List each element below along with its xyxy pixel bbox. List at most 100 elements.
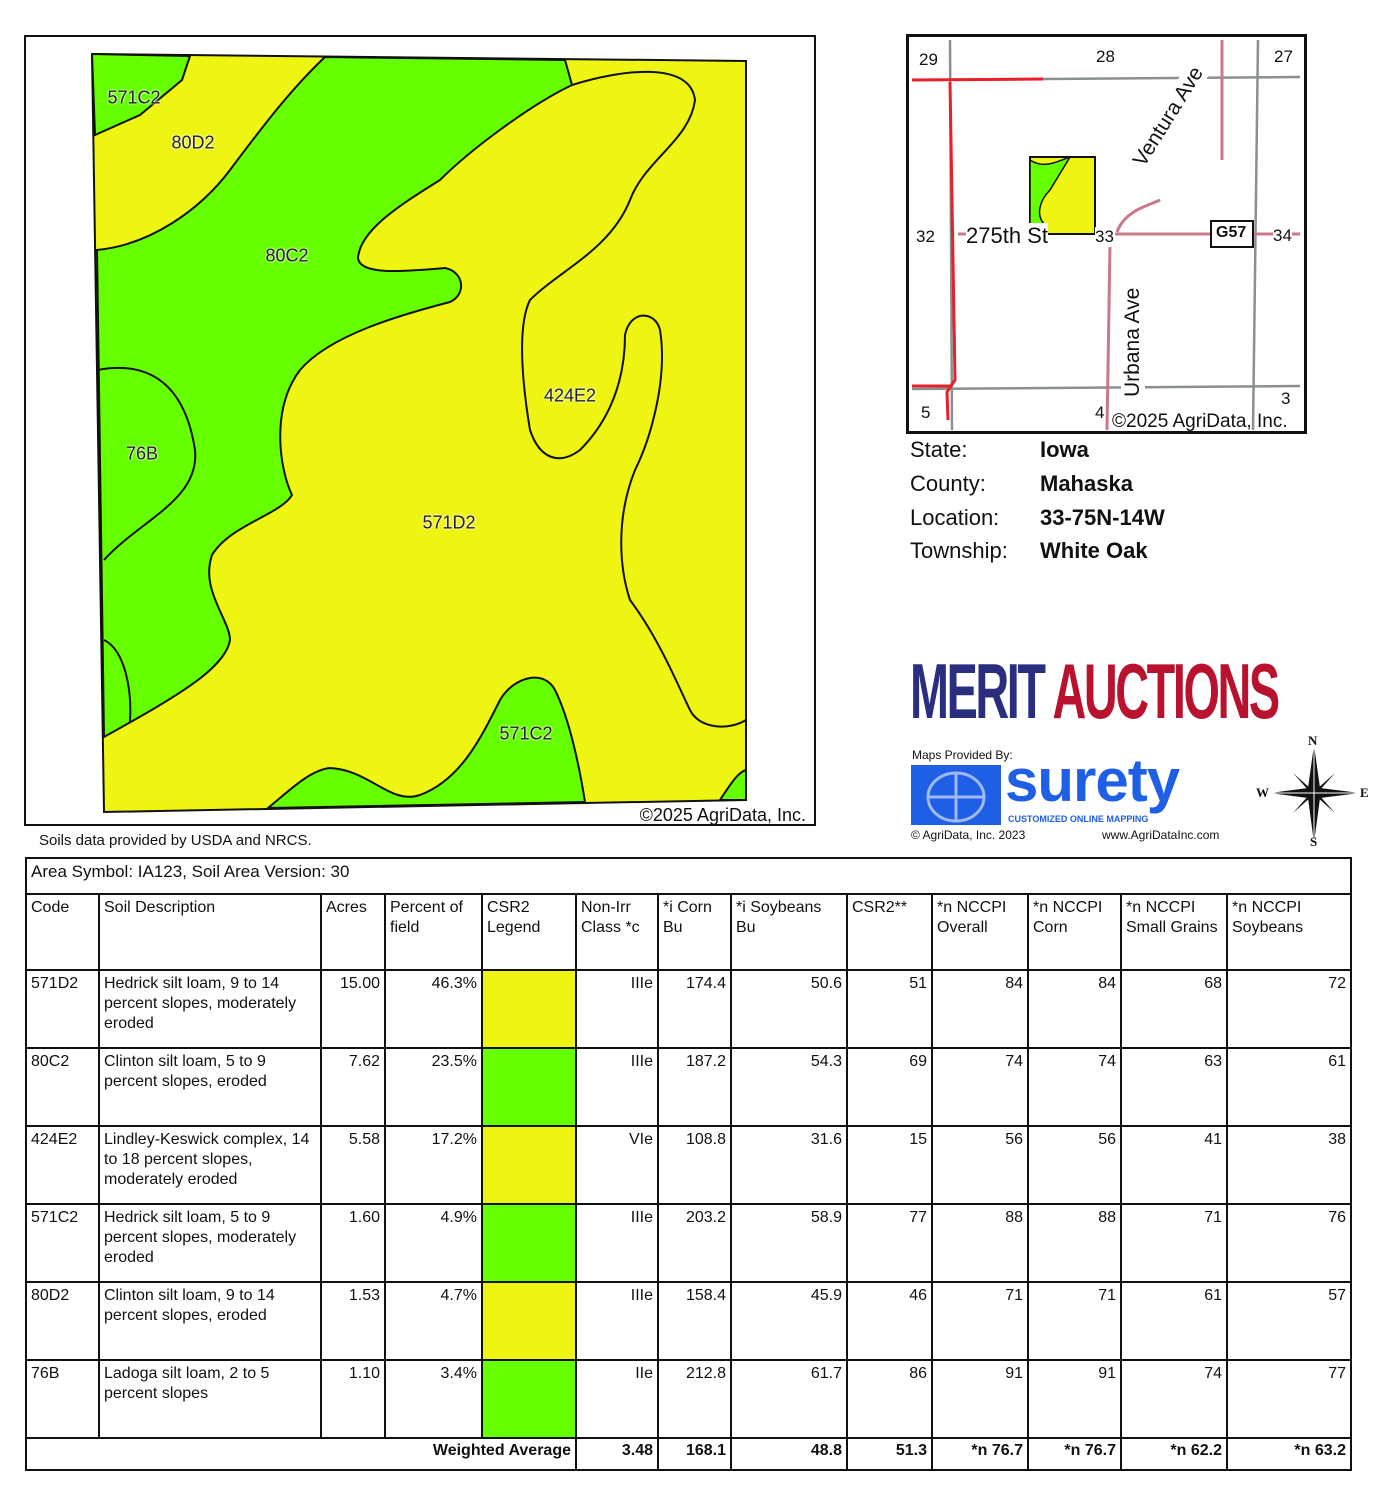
cell-pct: 4.9% <box>384 1203 483 1283</box>
soil-polygon-corner <box>718 768 747 801</box>
logo-auctions: AUCTIONS <box>1052 647 1280 735</box>
cell-corn: 187.2 <box>657 1047 732 1127</box>
section-number: 3 <box>1281 389 1291 408</box>
soil-polygon-571C2-top <box>90 52 192 137</box>
cell-acres: 1.53 <box>320 1281 386 1361</box>
cell-pct: 23.5% <box>384 1047 483 1127</box>
weighted-ncorn: *n 76.7 <box>1027 1437 1122 1471</box>
section-number: 34 <box>1273 226 1292 246</box>
csr2-legend-swatch <box>481 1047 577 1127</box>
cell-ncorn: 84 <box>1027 969 1122 1049</box>
cell-csr2: 51 <box>846 969 933 1049</box>
cell-nsoy: 61 <box>1226 1047 1352 1127</box>
maps-provided-by: Maps Provided By: <box>912 748 1013 762</box>
cell-nsoy: 57 <box>1226 1281 1352 1361</box>
column-header: *i Soybeans Bu <box>730 893 848 971</box>
cell-nsoy: 76 <box>1226 1203 1352 1283</box>
cell-desc: Clinton silt loam, 5 to 9 percent slopes… <box>98 1047 322 1127</box>
cell-soy: 31.6 <box>730 1125 848 1205</box>
section-number: 33 <box>1095 227 1114 247</box>
section-number: 29 <box>919 50 938 69</box>
cell-desc: Hedrick silt loam, 9 to 14 percent slope… <box>98 969 322 1049</box>
cell-code: 80C2 <box>25 1047 100 1127</box>
cell-soy: 54.3 <box>730 1047 848 1127</box>
cell-acres: 15.00 <box>320 969 386 1049</box>
cell-code: 80D2 <box>25 1281 100 1361</box>
cell-acres: 1.60 <box>320 1203 386 1283</box>
cell-corn: 158.4 <box>657 1281 732 1361</box>
cell-overall: 84 <box>931 969 1029 1049</box>
csr2-legend-swatch <box>481 1125 577 1205</box>
info-value: White Oak <box>1040 538 1148 563</box>
weighted-overall: *n 76.7 <box>931 1437 1029 1471</box>
column-header: Acres <box>320 893 386 971</box>
cell-desc: Lindley-Keswick complex, 14 to 18 percen… <box>98 1125 322 1205</box>
merit-auctions-logo: MERIT AUCTIONS <box>910 652 1280 730</box>
cell-code: 571D2 <box>25 969 100 1049</box>
cell-csr2: 15 <box>846 1125 933 1205</box>
cell-code: 424E2 <box>25 1125 100 1205</box>
surety-logo: surety <box>1005 747 1180 814</box>
cell-small: 74 <box>1120 1359 1228 1439</box>
soil-label: 571C2 <box>499 723 553 744</box>
table-row: 571C2 Hedrick silt loam, 5 to 9 percent s… <box>25 1203 1352 1283</box>
cell-soy: 50.6 <box>730 969 848 1049</box>
cell-soy: 61.7 <box>730 1359 848 1439</box>
soil-label: 80D2 <box>171 132 215 153</box>
cell-pct: 4.7% <box>384 1281 483 1361</box>
cell-small: 68 <box>1120 969 1228 1049</box>
column-header: Non-Irr Class *c <box>575 893 659 971</box>
cell-overall: 88 <box>931 1203 1029 1283</box>
cell-cls: VIe <box>575 1125 659 1205</box>
cell-csr2: 69 <box>846 1047 933 1127</box>
soil-label: 76B <box>125 443 159 464</box>
column-header: *n NCCPI Overall <box>931 893 1029 971</box>
section-number: 27 <box>1274 47 1293 66</box>
soil-label: 80C2 <box>265 245 309 266</box>
locator-copyright: ©2025 AgriData, Inc. <box>1112 411 1288 432</box>
agridata-url: www.AgriDataInc.com <box>1102 828 1220 842</box>
table-row: 424E2 Lindley-Keswick complex, 14 to 18 p… <box>25 1125 1352 1205</box>
column-header: Soil Description <box>98 893 322 971</box>
cell-code: 76B <box>25 1359 100 1439</box>
info-state: State: Iowa <box>910 437 1089 463</box>
soil-boundary-small <box>103 639 132 723</box>
cell-corn: 212.8 <box>657 1359 732 1439</box>
agridata-copyright: © AgriData, Inc. 2023 <box>911 828 1026 842</box>
cell-desc: Ladoga silt loam, 2 to 5 percent slopes <box>98 1359 322 1439</box>
cell-csr2: 86 <box>846 1359 933 1439</box>
cell-ncorn: 91 <box>1027 1359 1122 1439</box>
cell-nsoy: 72 <box>1226 969 1352 1049</box>
compass-rose-icon: N S E W <box>1255 733 1370 850</box>
info-label: Township: <box>910 538 1008 563</box>
cell-cls: IIIe <box>575 1047 659 1127</box>
logo-merit: MERIT <box>910 647 1046 735</box>
cell-pct: 17.2% <box>384 1125 483 1205</box>
info-location: Location: 33-75N-14W <box>910 505 1165 531</box>
road-label-275th: 275th St <box>966 223 1048 249</box>
section-number: 28 <box>1096 47 1115 66</box>
table-row: 80C2 Clinton silt loam, 5 to 9 percent sl… <box>25 1047 1352 1127</box>
table-title: Area Symbol: IA123, Soil Area Version: 3… <box>25 857 1352 895</box>
locator-map-drawing <box>911 39 1301 431</box>
soil-label: 571C2 <box>107 87 161 108</box>
section-number: 32 <box>916 227 935 246</box>
weighted-average-label: Weighted Average <box>25 1437 577 1471</box>
cell-cls: IIe <box>575 1359 659 1439</box>
weighted-corn: 168.1 <box>657 1437 732 1471</box>
cell-nsoy: 38 <box>1226 1125 1352 1205</box>
info-label: State: <box>910 437 968 462</box>
cell-soy: 45.9 <box>730 1281 848 1361</box>
cell-small: 61 <box>1120 1281 1228 1361</box>
info-value: Iowa <box>1040 437 1089 462</box>
map-copyright: ©2025 AgriData, Inc. <box>639 805 806 825</box>
cell-corn: 203.2 <box>657 1203 732 1283</box>
cell-desc: Hedrick silt loam, 5 to 9 percent slopes… <box>98 1203 322 1283</box>
compass-s: S <box>1310 834 1318 849</box>
cell-ncorn: 56 <box>1027 1125 1122 1205</box>
soil-polygon-80C2 <box>95 55 574 739</box>
cell-overall: 91 <box>931 1359 1029 1439</box>
cell-overall: 56 <box>931 1125 1029 1205</box>
weighted-cls: 3.48 <box>575 1437 659 1471</box>
section-number: 4 <box>1095 403 1105 422</box>
